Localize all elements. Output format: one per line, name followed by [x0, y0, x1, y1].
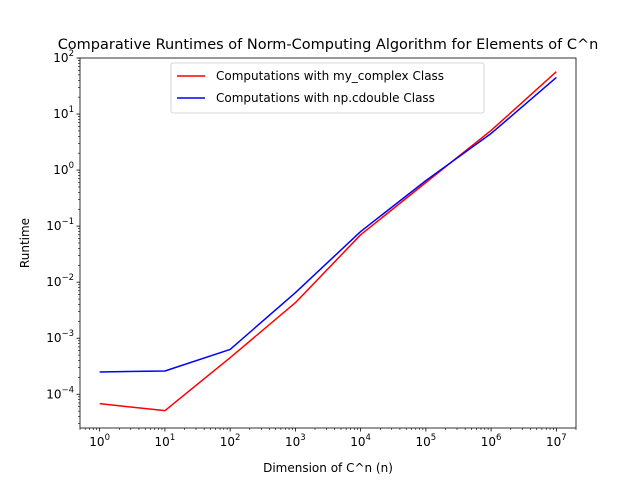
x-tick-label: 107 — [546, 433, 567, 449]
axes-background — [80, 58, 576, 428]
x-tick-label: 100 — [89, 433, 110, 449]
x-tick-label: 105 — [416, 433, 437, 449]
y-tick-label: 10−2 — [46, 273, 74, 289]
x-tick-label: 101 — [155, 433, 176, 449]
y-axis-ticks: 10−4 10−3 10−2 10−1 100 101 102 — [46, 49, 80, 424]
y-tick-label: 101 — [53, 105, 74, 121]
series-line-1 — [99, 71, 557, 412]
y-tick-label: 10−1 — [46, 217, 74, 233]
x-axis-label: Dimension of C^n (n) — [263, 461, 393, 475]
legend: Computations with my_complex Class Comput… — [170, 62, 485, 114]
plot-area — [80, 58, 576, 428]
x-tick-label: 104 — [350, 433, 371, 449]
chart-title: Comparative Runtimes of Norm-Computing A… — [58, 37, 599, 53]
x-tick-label: 106 — [481, 433, 502, 449]
y-tick-label: 102 — [53, 49, 74, 65]
y-tick-label: 10−3 — [46, 329, 74, 345]
y-tick-label: 10−4 — [46, 385, 74, 401]
x-axis-ticks: 100 101 102 103 104 105 106 107 — [79, 428, 577, 449]
y-axis-label: Runtime — [18, 218, 32, 268]
y-tick-label: 100 — [53, 161, 74, 177]
series-layer — [99, 71, 557, 412]
legend-label-1: Computations with my_complex Class — [216, 69, 444, 83]
series-line-2 — [99, 76, 557, 373]
legend-box — [170, 62, 485, 114]
x-tick-label: 102 — [220, 433, 241, 449]
legend-label-2: Computations with np.cdouble Class — [216, 91, 435, 105]
x-tick-label: 103 — [285, 433, 306, 449]
